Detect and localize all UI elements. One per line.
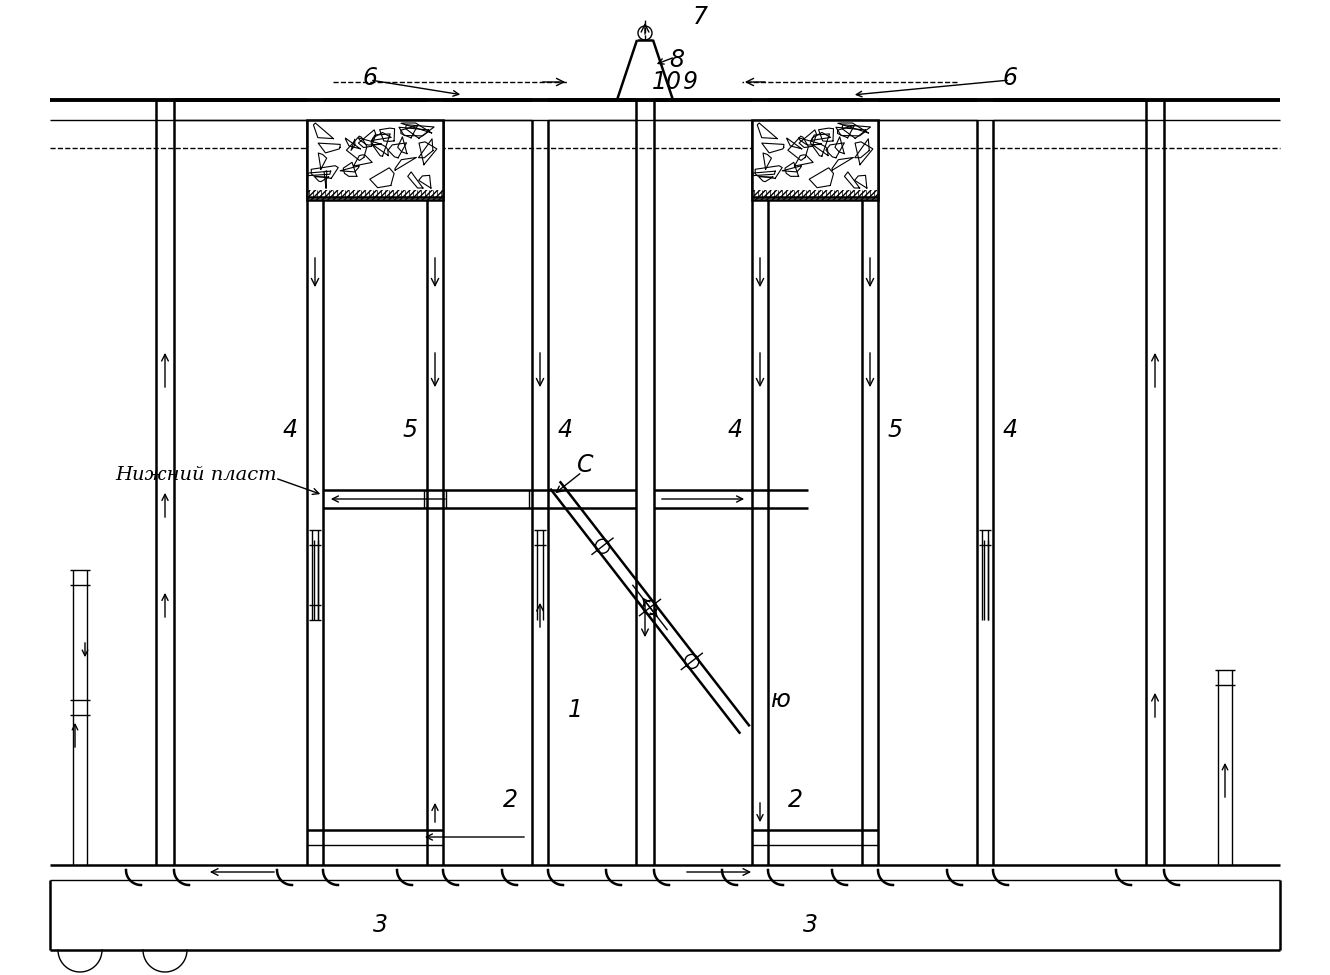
- Text: 4: 4: [557, 418, 572, 442]
- Text: 8: 8: [669, 48, 685, 72]
- Text: С: С: [577, 453, 593, 477]
- Text: 1: 1: [568, 698, 583, 722]
- Bar: [751, 120, 878, 200]
- Bar: [307, 190, 443, 200]
- Text: 5: 5: [403, 418, 418, 442]
- Text: 4: 4: [282, 418, 298, 442]
- Text: Нижний пласт: Нижний пласт: [114, 466, 277, 484]
- Text: 4: 4: [1003, 418, 1017, 442]
- Bar: [751, 190, 878, 200]
- Text: 2: 2: [503, 788, 517, 812]
- Text: 5: 5: [887, 418, 903, 442]
- Bar: [307, 120, 443, 200]
- Text: 4: 4: [728, 418, 742, 442]
- Text: ю: ю: [770, 688, 790, 712]
- Text: 3: 3: [802, 913, 818, 937]
- Text: 6: 6: [1003, 66, 1017, 90]
- Text: 6: 6: [363, 66, 378, 90]
- Text: 3: 3: [372, 913, 387, 937]
- Text: 9: 9: [682, 70, 697, 94]
- Text: 10: 10: [652, 70, 682, 94]
- Text: 2: 2: [787, 788, 802, 812]
- Text: 7: 7: [693, 5, 708, 29]
